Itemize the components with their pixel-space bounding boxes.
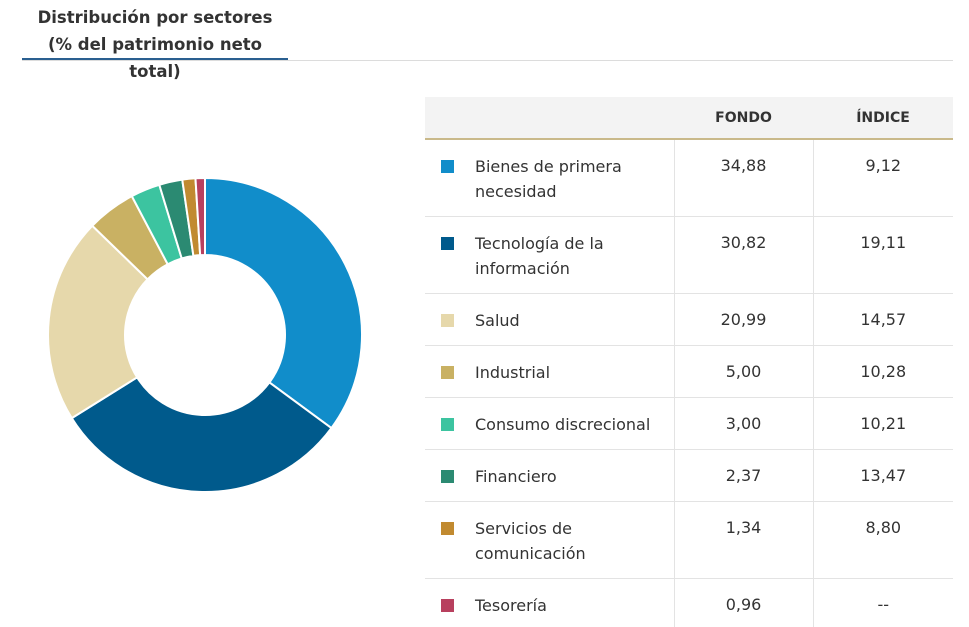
sector-label-cell: Salud [425,293,674,346]
sector-label: Bienes de primera necesidad [475,157,622,201]
donut-slice [70,375,333,493]
column-header-index: ÍNDICE [813,97,953,140]
sector-label-cell: Industrial [425,345,674,398]
table-row: Tecnología de la información 30,82 19,11 [425,216,953,294]
legend-swatch [441,522,454,535]
sector-table: FONDO ÍNDICE Bienes de primera necesidad… [425,97,953,627]
index-value: 14,57 [812,293,953,346]
fund-value: 30,82 [673,216,813,294]
legend-swatch [441,470,454,483]
fund-value: 2,37 [673,449,813,502]
table-row: Servicios de comunicación 1,34 8,80 [425,501,953,579]
index-value: 13,47 [812,449,953,502]
chart-title-line-1: Distribución por sectores [37,8,273,27]
column-header-fund: FONDO [674,97,813,140]
sector-label: Tesorería [475,596,547,615]
sector-label: Salud [475,311,520,330]
legend-swatch [441,160,454,173]
index-value: 10,28 [812,345,953,398]
donut-slice [194,176,206,257]
table-row: Industrial 5,00 10,28 [425,345,953,398]
donut-slice [47,224,149,420]
title-underline [22,58,288,61]
index-value: 9,12 [812,138,953,217]
sector-label: Financiero [475,467,557,486]
sector-label-cell: Tecnología de la información [425,216,674,294]
title-divider [22,60,953,61]
sector-label-cell: Servicios de comunicación [425,501,674,579]
sector-label-cell: Bienes de primera necesidad [425,138,674,217]
sector-label: Industrial [475,363,551,382]
legend-swatch [441,366,454,379]
column-header-sector [425,97,674,140]
fund-value: 1,34 [673,501,813,579]
table-row: Bienes de primera necesidad 34,88 9,12 [425,138,953,217]
legend-swatch [441,314,454,327]
sector-label: Consumo discrecional [475,415,651,434]
legend-swatch [441,237,454,250]
fund-value: 34,88 [673,138,813,217]
fund-value: 3,00 [673,397,813,450]
index-value: -- [812,578,953,627]
index-value: 8,80 [812,501,953,579]
donut-slice [204,176,363,430]
donut-chart [47,176,363,493]
table-row: Consumo discrecional 3,00 10,21 [425,397,953,450]
table-row: Salud 20,99 14,57 [425,293,953,346]
sector-label: Servicios de comunicación [475,519,586,563]
table-header-row: FONDO ÍNDICE [425,97,953,140]
fund-value: 0,96 [673,578,813,627]
legend-swatch [441,599,454,612]
fund-value: 20,99 [673,293,813,346]
sector-label: Tecnología de la información [475,234,604,278]
legend-swatch [441,418,454,431]
index-value: 10,21 [812,397,953,450]
sector-label-cell: Financiero [425,449,674,502]
sector-label-cell: Consumo discrecional [425,397,674,450]
table-row: Tesorería 0,96 -- [425,578,953,627]
table-row: Financiero 2,37 13,47 [425,449,953,502]
chart-title-line-2: (% del patrimonio neto total) [47,35,263,81]
index-value: 19,11 [812,216,953,294]
chart-title: Distribución por sectores (% del patrimo… [22,4,288,85]
sector-label-cell: Tesorería [425,578,674,627]
fund-value: 5,00 [673,345,813,398]
